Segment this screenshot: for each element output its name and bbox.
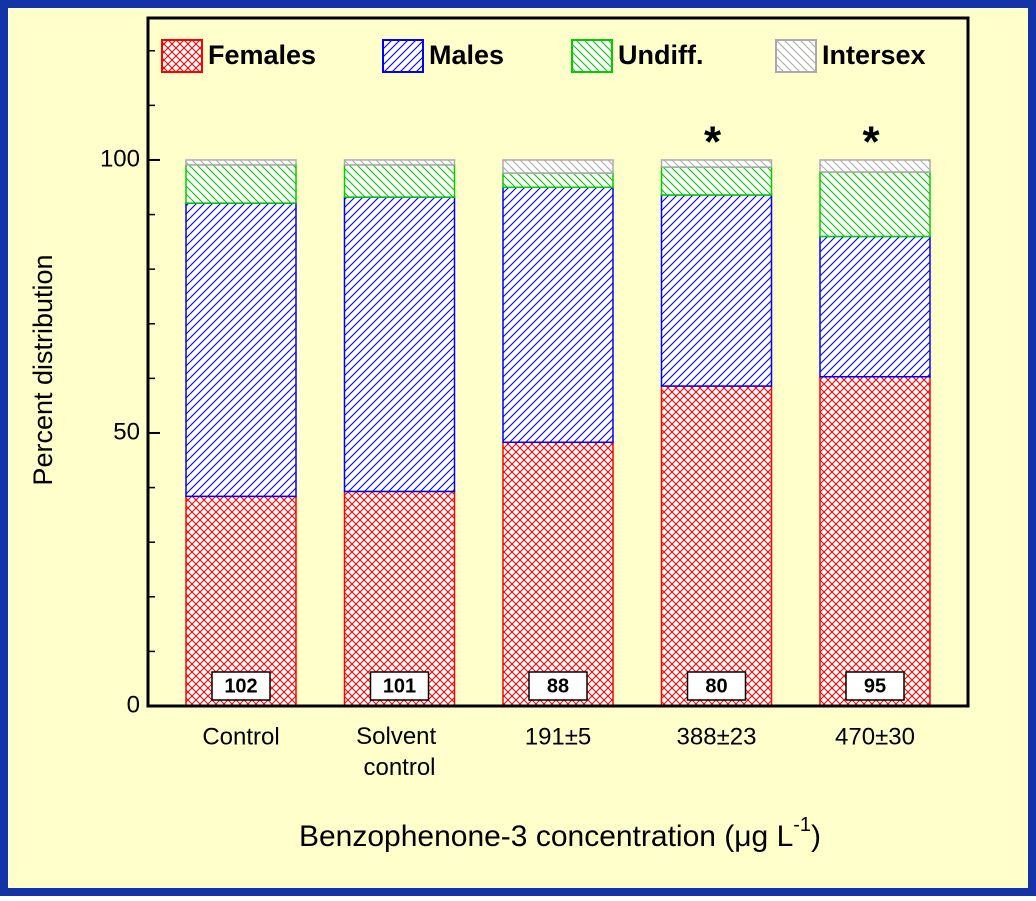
y-axis-label: Percent distribution [28, 254, 58, 485]
legend-label: Undiff. [618, 40, 703, 70]
bar-segment [819, 171, 931, 238]
sample-size-label: 101 [383, 675, 416, 697]
x-tick-label: Solvent control [356, 723, 443, 781]
sample-size-label: 95 [864, 675, 886, 697]
sample-size-box [211, 671, 271, 701]
legend-swatch [382, 39, 424, 73]
x-axis-label-close: ) [811, 820, 821, 853]
bar-segment [343, 196, 456, 493]
sample-size-box [686, 671, 747, 701]
x-tick-label: 191±5 [525, 723, 592, 750]
sample-size-label: 80 [705, 675, 727, 697]
bar-segment [185, 202, 297, 498]
legend-label: Males [429, 40, 504, 70]
bar-segment [660, 194, 773, 387]
sample-size-box [528, 671, 588, 701]
bar-segment [502, 159, 614, 174]
bar-segment [660, 385, 773, 707]
plot-frame [146, 16, 970, 708]
significance-mark: * [862, 118, 880, 167]
legend-swatch [161, 39, 203, 73]
sample-size-box [369, 671, 430, 701]
bar-segment [660, 159, 773, 168]
bar-segment [660, 166, 773, 196]
x-axis-label: Benzophenone-3 concentration (μg L-1) [299, 814, 821, 853]
bar-segment [819, 159, 931, 173]
bar-segment [502, 172, 614, 189]
sample-size-label: 102 [224, 675, 257, 697]
y-tick-label: 100 [100, 145, 140, 172]
x-tick-label: 388±23 [677, 723, 757, 750]
sample-size-box [845, 671, 905, 701]
x-axis-label-text: Benzophenone-3 concentration (μg L [299, 820, 793, 853]
significance-mark: * [704, 118, 722, 167]
sample-size-label: 88 [547, 675, 569, 697]
y-tick-label: 50 [113, 418, 140, 445]
x-tick-label: Control [202, 723, 279, 750]
y-tick-label: 0 [127, 691, 140, 718]
legend-swatch [775, 39, 817, 73]
legend-label: Females [208, 40, 316, 70]
bar-segment [819, 235, 931, 378]
bar-segment [819, 375, 931, 707]
bar-segment [343, 490, 456, 707]
x-tick-label: 470±30 [835, 723, 915, 750]
bar-segment [185, 159, 297, 166]
legend-swatch [571, 39, 613, 73]
x-axis-label-sup: -1 [793, 814, 811, 836]
legend-label: Intersex [822, 40, 926, 70]
bar-segment [343, 164, 456, 198]
bar-segment [185, 164, 297, 204]
bar-segment [502, 441, 614, 707]
bar-segment [502, 186, 614, 444]
bar-segment [343, 159, 456, 166]
